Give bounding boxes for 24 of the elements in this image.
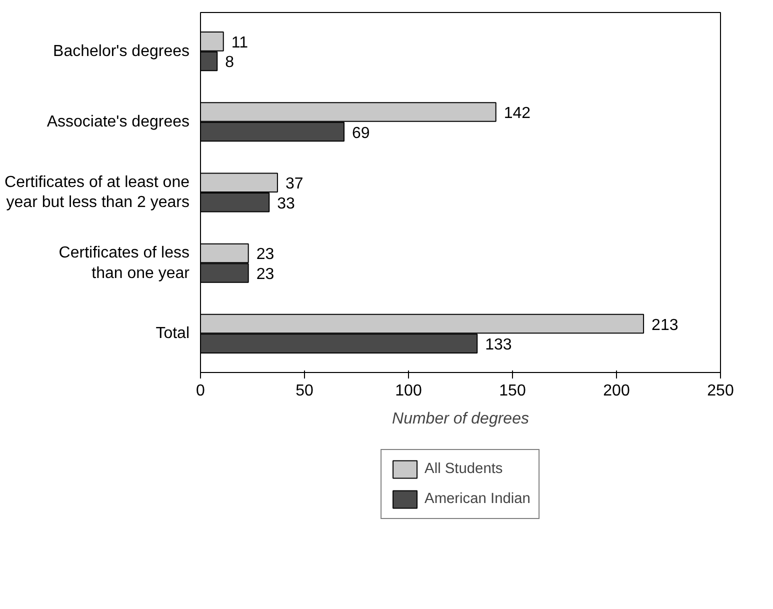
x-tick-label: 0 <box>196 382 206 400</box>
y-tick-label: Bachelor's degrees <box>53 42 190 60</box>
data-label: 23 <box>256 246 274 264</box>
x-axis-title: Number of degrees <box>392 410 529 428</box>
data-label: 133 <box>485 336 512 354</box>
data-label: 69 <box>352 124 370 142</box>
x-tick-label: 250 <box>707 382 734 400</box>
data-label: 23 <box>256 266 274 283</box>
legend-label: All Students <box>424 461 503 477</box>
x-tick-label: 100 <box>395 382 422 400</box>
data-label: 37 <box>285 176 304 193</box>
y-tick-label: Total <box>156 325 190 342</box>
y-tick-label: Associate's degrees <box>46 113 190 130</box>
data-label: 8 <box>225 54 234 72</box>
data-label: 11 <box>231 34 248 52</box>
x-tick-label: 50 <box>296 382 314 400</box>
data-label: 142 <box>504 105 531 122</box>
y-tick-label: Certificates of at least one year but less than 2 years <box>4 174 190 212</box>
x-tick-label: 150 <box>499 382 526 400</box>
x-tick-label: 200 <box>603 382 630 400</box>
data-label: 213 <box>652 316 678 334</box>
y-tick-label: Certificates of less than one year <box>58 244 190 282</box>
data-label: 33 <box>277 195 296 212</box>
legend-label: American Indian <box>424 491 530 507</box>
